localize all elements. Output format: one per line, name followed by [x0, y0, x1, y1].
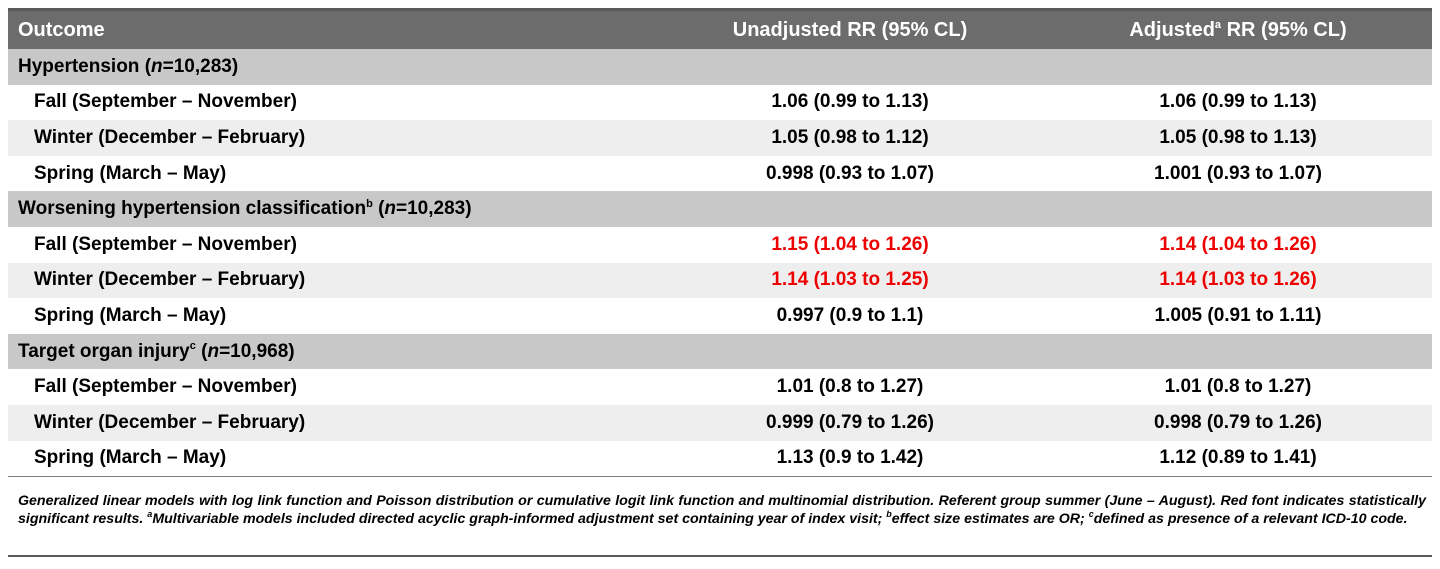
unadjusted-rr-cell: 1.06 (0.99 to 1.13) [771, 91, 929, 113]
adjusted-rr-cell: 1.12 (0.89 to 1.41) [1159, 447, 1317, 469]
table-row: Spring (March – May) 0.998 (0.93 to 1.07)… [8, 156, 1432, 192]
table-row: Spring (March – May) 0.997 (0.9 to 1.1) 1.… [8, 298, 1432, 334]
unadjusted-rr-cell: 0.999 (0.79 to 1.26) [656, 404, 1044, 441]
unadjusted-rr-cell: 1.14 (1.03 to 1.25) [656, 262, 1044, 299]
row-label: Winter (December – February) [8, 404, 656, 441]
unadjusted-rr-cell: 1.15 (1.04 to 1.26) [771, 233, 929, 255]
group-title: Hypertension (n=10,283) [8, 49, 1432, 85]
header-outcome: Outcome [8, 11, 656, 49]
results-table: Outcome Unadjusted RR (95% CL) Adjusteda… [8, 11, 1432, 476]
row-label: Fall (September – November) [34, 91, 297, 113]
table-row: Winter (December – February) 0.999 (0.79 … [8, 404, 1432, 441]
unadjusted-rr-cell: 0.998 (0.93 to 1.07) [766, 162, 934, 184]
adjusted-rr-cell: 1.14 (1.04 to 1.26) [1159, 233, 1317, 255]
header-unadjusted: Unadjusted RR (95% CL) [656, 11, 1044, 49]
row-label: Winter (December – February) [8, 262, 656, 299]
adjusted-rr-cell: 1.06 (0.99 to 1.13) [1159, 91, 1317, 113]
row-label: Winter (December – February) [8, 120, 656, 156]
row-label: Fall (September – November) [34, 233, 297, 255]
adjusted-rr-cell: 1.05 (0.98 to 1.13) [1044, 120, 1432, 156]
footnote-bottom-rule [8, 555, 1432, 557]
unadjusted-rr-cell: 1.13 (0.9 to 1.42) [776, 447, 924, 469]
group-title: Target organ injuryc (n=10,968) [8, 333, 1432, 370]
adjusted-rr-cell: 1.005 (0.91 to 1.11) [1154, 304, 1322, 326]
adjusted-rr-cell: 0.998 (0.79 to 1.26) [1044, 404, 1432, 441]
table-footnote: Generalized linear models with log link … [18, 493, 1426, 527]
group-title: Worsening hypertension classificationb (… [8, 191, 1432, 227]
row-label: Spring (March – May) [34, 304, 227, 326]
row-label: Spring (March – May) [34, 447, 227, 469]
unadjusted-rr-cell: 1.01 (0.8 to 1.27) [776, 376, 924, 398]
table-bottom-rule [8, 476, 1432, 477]
table-row: Spring (March – May) 1.13 (0.9 to 1.42) 1.… [8, 441, 1432, 477]
unadjusted-rr-cell: 0.997 (0.9 to 1.1) [776, 304, 924, 326]
unadjusted-rr-cell: 1.05 (0.98 to 1.12) [656, 120, 1044, 156]
table-header-row: Outcome Unadjusted RR (95% CL) Adjusteda… [8, 11, 1432, 49]
table-row: Fall (September – November) 1.06 (0.99 to… [8, 85, 1432, 121]
adjusted-rr-cell: 1.01 (0.8 to 1.27) [1164, 376, 1312, 398]
table-row: Winter (December – February) 1.14 (1.03 t… [8, 262, 1432, 299]
adjusted-rr-cell: 1.14 (1.03 to 1.26) [1044, 262, 1432, 299]
group-header-row: Target organ injuryc (n=10,968) [8, 333, 1432, 370]
header-adjusted: Adjusteda RR (95% CL) [1044, 11, 1432, 49]
adjusted-rr-cell: 1.001 (0.93 to 1.07) [1154, 162, 1322, 184]
table-row: Fall (September – November) 1.01 (0.8 to … [8, 369, 1432, 405]
row-label: Spring (March – May) [34, 162, 227, 184]
table-row: Fall (September – November) 1.15 (1.04 to… [8, 227, 1432, 263]
group-header-row: Worsening hypertension classificationb (… [8, 191, 1432, 227]
group-header-row: Hypertension (n=10,283) [8, 49, 1432, 85]
row-label: Fall (September – November) [34, 376, 297, 398]
table-top-rule [8, 8, 1432, 11]
table-row: Winter (December – February) 1.05 (0.98 t… [8, 120, 1432, 156]
